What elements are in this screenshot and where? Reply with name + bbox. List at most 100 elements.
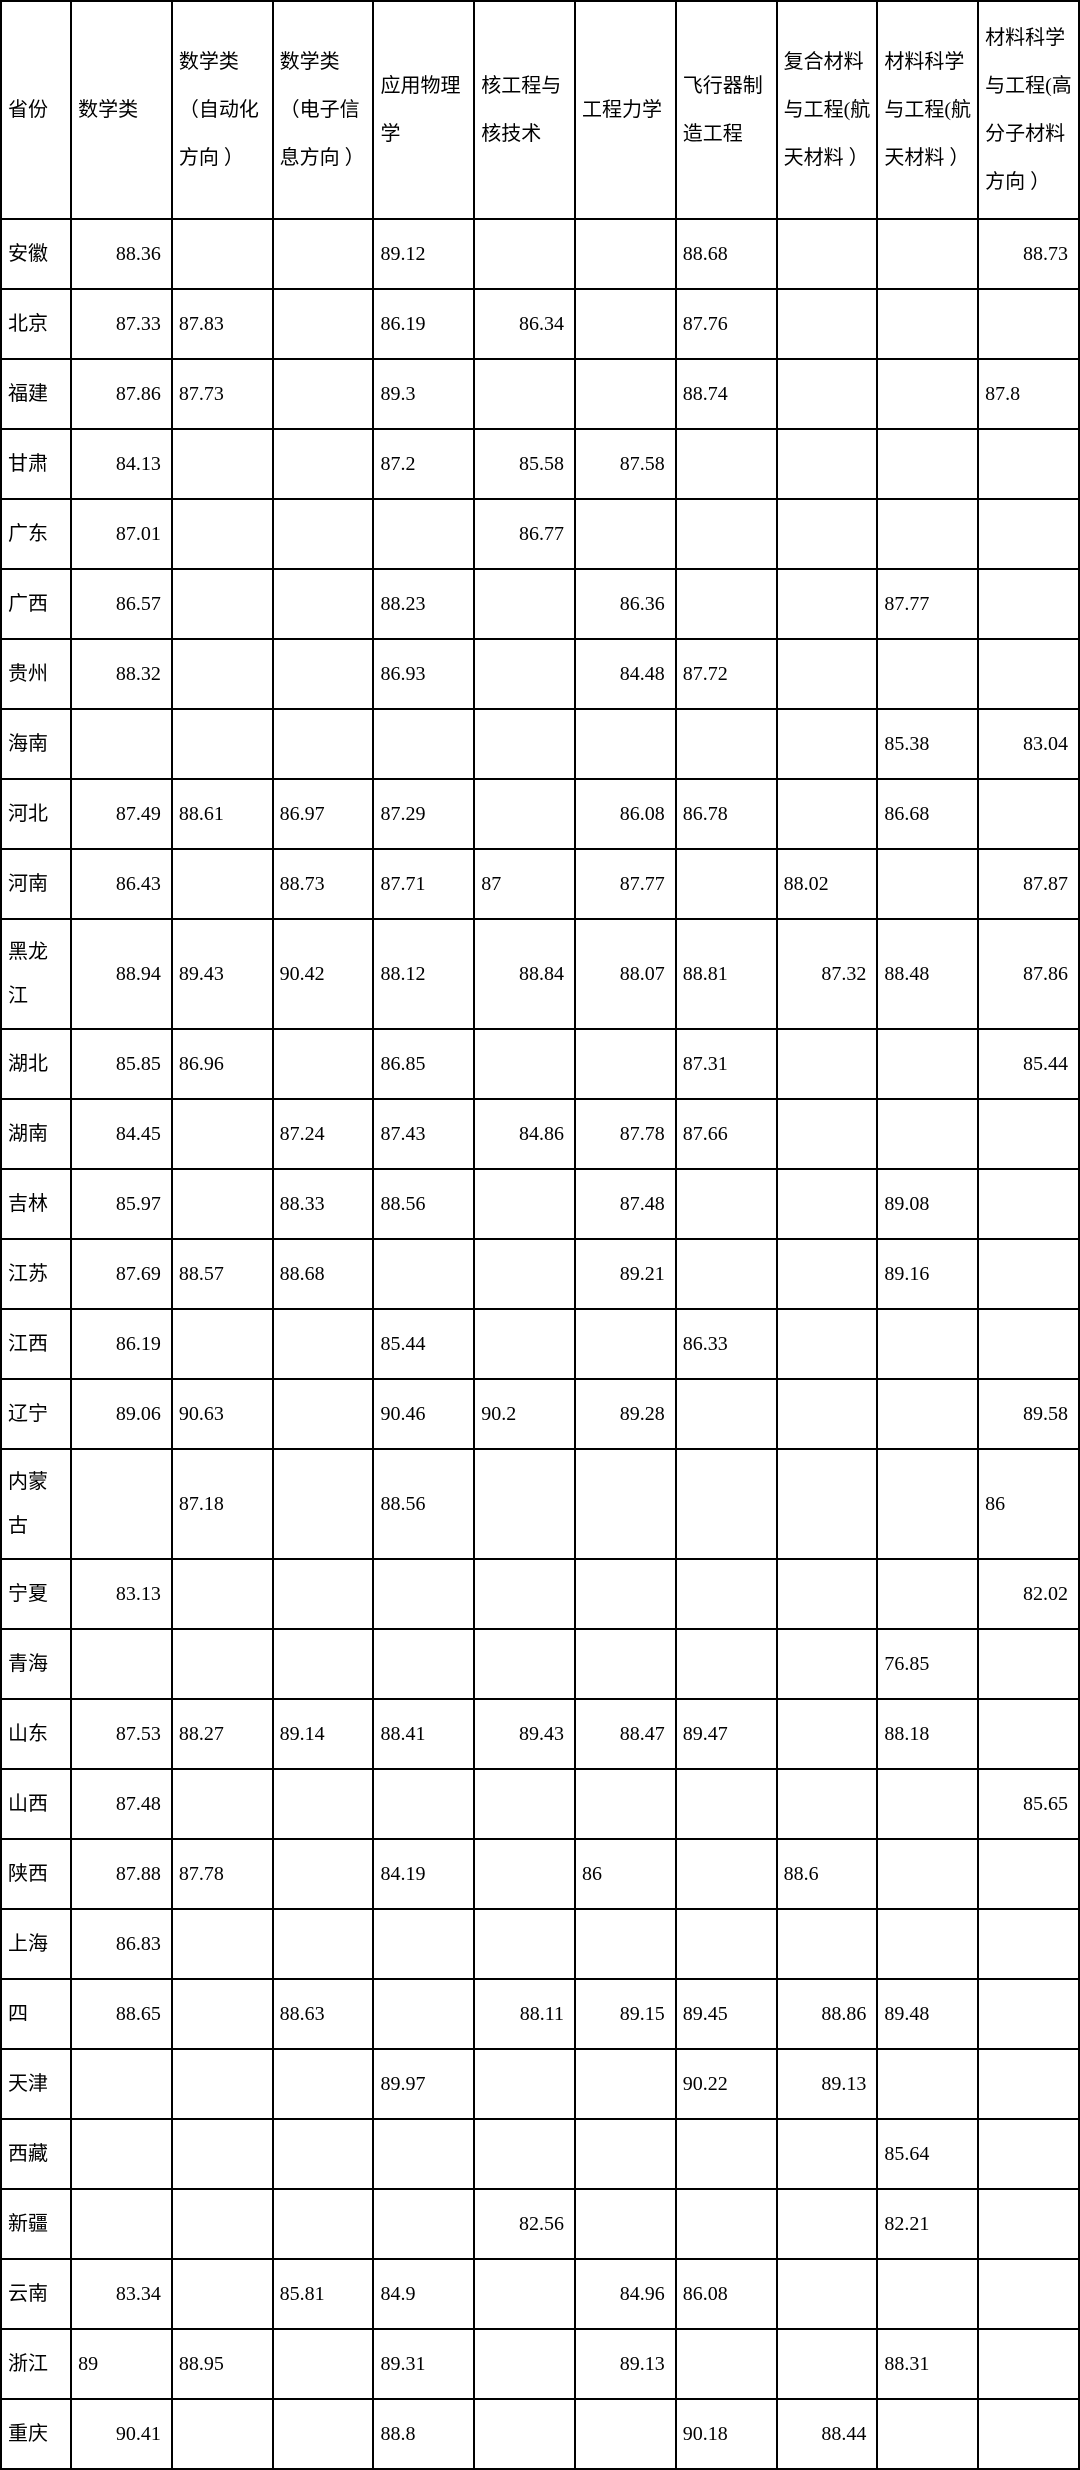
- value-cell: [273, 499, 374, 569]
- value-cell: [474, 2049, 575, 2119]
- table-row: 北京87.3387.8386.1986.3487.76: [1, 289, 1079, 359]
- value-cell: 85.38: [877, 709, 978, 779]
- value-cell: 90.18: [676, 2399, 777, 2469]
- value-cell: [777, 709, 878, 779]
- value-cell: [172, 2399, 273, 2469]
- value-cell: 88.33: [273, 1169, 374, 1239]
- value-cell: [373, 1909, 474, 1979]
- value-cell: 87.86: [71, 359, 172, 429]
- col-major-10: 材料科学与工程(高分子材料方向 ）: [978, 1, 1079, 219]
- province-cell: 山西: [1, 1769, 71, 1839]
- value-cell: [777, 1169, 878, 1239]
- value-cell: 89.14: [273, 1699, 374, 1769]
- value-cell: [575, 709, 676, 779]
- value-cell: 88.18: [877, 1699, 978, 1769]
- value-cell: [172, 1099, 273, 1169]
- value-cell: [474, 1629, 575, 1699]
- value-cell: 87.58: [575, 429, 676, 499]
- value-cell: [71, 1629, 172, 1699]
- value-cell: [373, 1559, 474, 1629]
- value-cell: [777, 1909, 878, 1979]
- value-cell: 84.86: [474, 1099, 575, 1169]
- value-cell: [676, 1379, 777, 1449]
- value-cell: [575, 2049, 676, 2119]
- table-row: 云南83.3485.8184.984.9686.08: [1, 2259, 1079, 2329]
- value-cell: 82.21: [877, 2189, 978, 2259]
- value-cell: 89.31: [373, 2329, 474, 2399]
- value-cell: [877, 1379, 978, 1449]
- value-cell: 88.56: [373, 1449, 474, 1559]
- value-cell: [172, 499, 273, 569]
- province-cell: 青海: [1, 1629, 71, 1699]
- value-cell: [71, 709, 172, 779]
- value-cell: [273, 429, 374, 499]
- table-row: 安徽88.3689.1288.6888.73: [1, 219, 1079, 289]
- value-cell: 83.34: [71, 2259, 172, 2329]
- table-row: 西藏85.64: [1, 2119, 1079, 2189]
- value-cell: 87.43: [373, 1099, 474, 1169]
- value-cell: 87.33: [71, 289, 172, 359]
- value-cell: [777, 359, 878, 429]
- value-cell: [172, 429, 273, 499]
- table-row: 浙江8988.9589.3189.1388.31: [1, 2329, 1079, 2399]
- value-cell: [877, 219, 978, 289]
- value-cell: [777, 1629, 878, 1699]
- value-cell: 86.57: [71, 569, 172, 639]
- value-cell: 85.85: [71, 1029, 172, 1099]
- value-cell: 86.19: [71, 1309, 172, 1379]
- province-cell: 河南: [1, 849, 71, 919]
- value-cell: 87.48: [71, 1769, 172, 1839]
- value-cell: 86: [978, 1449, 1079, 1559]
- province-cell: 安徽: [1, 219, 71, 289]
- value-cell: 88.68: [676, 219, 777, 289]
- value-cell: 88.74: [676, 359, 777, 429]
- value-cell: [172, 639, 273, 709]
- value-cell: [273, 1559, 374, 1629]
- value-cell: [273, 2119, 374, 2189]
- table-row: 上海86.83: [1, 1909, 1079, 1979]
- value-cell: 86.19: [373, 289, 474, 359]
- value-cell: [978, 289, 1079, 359]
- value-cell: 89.3: [373, 359, 474, 429]
- value-cell: [777, 2329, 878, 2399]
- table-row: 辽宁89.0690.6390.4690.289.2889.58: [1, 1379, 1079, 1449]
- value-cell: 87.76: [676, 289, 777, 359]
- value-cell: 88.48: [877, 919, 978, 1029]
- table-row: 青海76.85: [1, 1629, 1079, 1699]
- col-major-4: 应用物理学: [373, 1, 474, 219]
- value-cell: [373, 499, 474, 569]
- value-cell: [978, 779, 1079, 849]
- value-cell: 88.61: [172, 779, 273, 849]
- value-cell: [877, 1559, 978, 1629]
- table-row: 内蒙古87.1888.5686: [1, 1449, 1079, 1559]
- value-cell: 86.43: [71, 849, 172, 919]
- value-cell: 86.34: [474, 289, 575, 359]
- value-cell: 86.08: [575, 779, 676, 849]
- value-cell: 88.57: [172, 1239, 273, 1309]
- value-cell: 87.32: [777, 919, 878, 1029]
- value-cell: [575, 219, 676, 289]
- value-cell: [877, 2399, 978, 2469]
- value-cell: [373, 2189, 474, 2259]
- value-cell: [474, 1909, 575, 1979]
- value-cell: [877, 2259, 978, 2329]
- value-cell: 88.11: [474, 1979, 575, 2049]
- value-cell: [373, 1769, 474, 1839]
- value-cell: 88.44: [777, 2399, 878, 2469]
- value-cell: 88.27: [172, 1699, 273, 1769]
- value-cell: [877, 639, 978, 709]
- value-cell: 88.73: [978, 219, 1079, 289]
- value-cell: 86.96: [172, 1029, 273, 1099]
- value-cell: [777, 2189, 878, 2259]
- value-cell: [777, 1029, 878, 1099]
- value-cell: [777, 569, 878, 639]
- value-cell: 88.02: [777, 849, 878, 919]
- value-cell: [474, 569, 575, 639]
- value-cell: 88.94: [71, 919, 172, 1029]
- value-cell: [575, 1449, 676, 1559]
- value-cell: 87.29: [373, 779, 474, 849]
- value-cell: 84.19: [373, 1839, 474, 1909]
- value-cell: [575, 1309, 676, 1379]
- value-cell: 88.41: [373, 1699, 474, 1769]
- value-cell: [575, 1909, 676, 1979]
